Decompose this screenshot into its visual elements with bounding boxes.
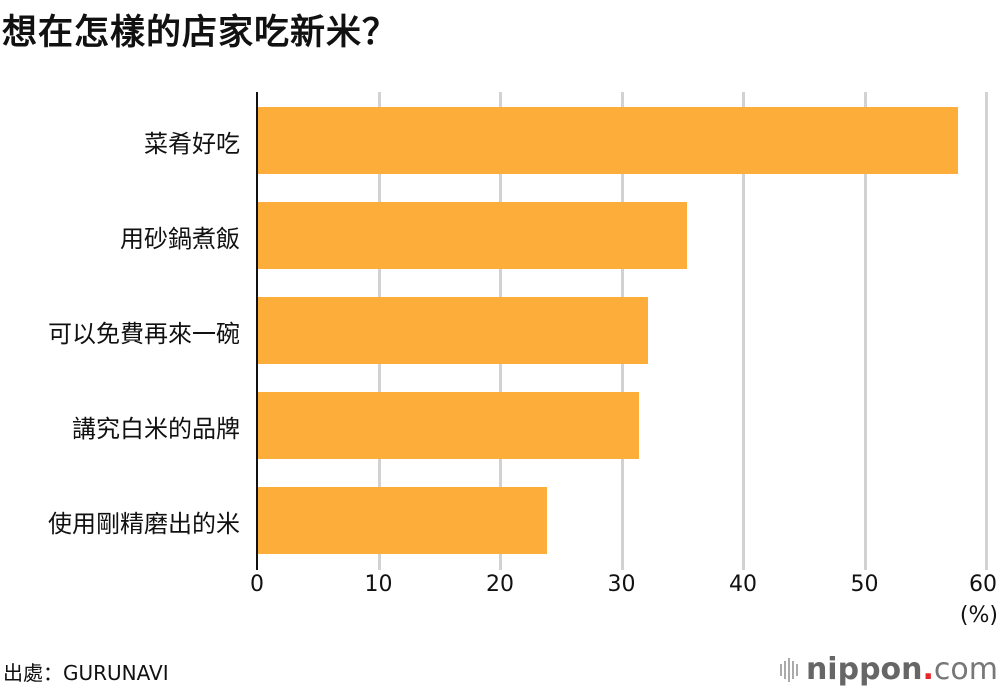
x-tick-label: 40 [729,572,757,597]
nippon-logo: nippon. com [779,652,998,687]
soundwave-icon [779,657,798,682]
category-label: 講究白米的品牌 [72,415,240,443]
x-tick-label: 0 [250,572,264,597]
category-label: 可以免費再來一碗 [48,320,240,348]
gridline-60 [985,92,988,570]
gridline-40 [742,92,745,570]
x-tick-label: 20 [486,572,514,597]
bar-4 [257,487,548,554]
category-label: 使用剛精磨出的米 [48,510,240,538]
category-label: 用砂鍋煮飯 [120,225,240,253]
gridline-50 [863,92,867,570]
category-label: 菜肴好吃 [144,130,240,158]
logo-dot: . [922,652,934,687]
logo-tld: com [933,652,998,687]
bar-3 [257,392,639,459]
x-tick-label: 60 [969,572,997,597]
bar-1 [257,202,688,269]
plot-area [256,92,988,570]
source-note: 出處：GURUNAVI [3,661,169,685]
chart-title: 想在怎樣的店家吃新米？ [2,13,399,53]
bar-2 [257,297,649,364]
x-tick-label: 30 [607,572,636,597]
x-axis-unit: (%) [959,603,998,628]
y-axis-line [256,92,258,570]
bar-0 [257,107,959,174]
x-tick-label: 50 [850,572,879,597]
x-tick-label: 10 [364,572,393,597]
logo-name: nippon [805,652,923,687]
